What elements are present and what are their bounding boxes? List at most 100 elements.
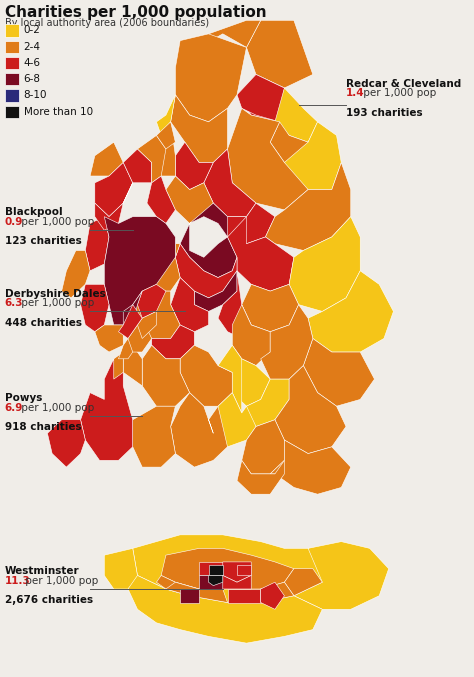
Polygon shape <box>275 366 346 454</box>
Text: 0-2: 0-2 <box>24 26 41 35</box>
Polygon shape <box>218 203 275 244</box>
Polygon shape <box>137 135 166 183</box>
Text: 11.3: 11.3 <box>5 575 30 586</box>
Polygon shape <box>284 569 322 596</box>
Text: 8-10: 8-10 <box>24 91 47 100</box>
Polygon shape <box>194 271 237 311</box>
Polygon shape <box>294 542 389 609</box>
Polygon shape <box>85 217 109 271</box>
Polygon shape <box>123 291 142 325</box>
Polygon shape <box>175 34 246 122</box>
Text: 0.9: 0.9 <box>5 217 23 227</box>
Text: per 1,000 pop: per 1,000 pop <box>18 403 95 413</box>
Polygon shape <box>308 271 393 352</box>
Polygon shape <box>147 176 175 223</box>
Polygon shape <box>133 406 175 467</box>
Polygon shape <box>123 345 142 386</box>
Polygon shape <box>156 122 175 149</box>
Polygon shape <box>81 284 109 332</box>
Polygon shape <box>171 393 228 467</box>
Text: 918 charities: 918 charities <box>5 422 82 433</box>
Polygon shape <box>261 582 294 603</box>
Text: 2-4: 2-4 <box>24 42 41 51</box>
Polygon shape <box>275 88 318 142</box>
Polygon shape <box>128 318 152 352</box>
Polygon shape <box>161 548 294 589</box>
Polygon shape <box>180 589 199 603</box>
Polygon shape <box>156 575 199 596</box>
Polygon shape <box>223 562 251 582</box>
Polygon shape <box>123 149 152 183</box>
Polygon shape <box>166 582 228 603</box>
Polygon shape <box>175 244 237 298</box>
Polygon shape <box>81 359 133 460</box>
Text: per 1,000 pop: per 1,000 pop <box>22 575 99 586</box>
Polygon shape <box>133 535 332 603</box>
Polygon shape <box>118 305 142 338</box>
Polygon shape <box>242 284 299 332</box>
Polygon shape <box>284 122 341 190</box>
Polygon shape <box>152 325 194 359</box>
Polygon shape <box>180 203 237 278</box>
Polygon shape <box>137 284 166 318</box>
Bar <box>5 89 19 102</box>
Polygon shape <box>232 305 270 366</box>
Polygon shape <box>270 440 351 494</box>
Text: Derbyshire Dales: Derbyshire Dales <box>5 288 106 299</box>
Text: By local authority area (2006 boundaries): By local authority area (2006 boundaries… <box>5 18 209 28</box>
Bar <box>5 24 19 37</box>
Polygon shape <box>133 278 180 338</box>
Text: Powys: Powys <box>5 393 42 403</box>
Polygon shape <box>237 74 284 122</box>
Polygon shape <box>242 379 289 427</box>
Text: Blackpool: Blackpool <box>5 207 63 217</box>
Polygon shape <box>270 122 308 162</box>
Polygon shape <box>142 345 190 406</box>
Text: per 1,000 pop: per 1,000 pop <box>360 88 436 98</box>
Text: Redcar & Cleveland: Redcar & Cleveland <box>346 79 461 89</box>
Polygon shape <box>303 338 374 406</box>
Polygon shape <box>228 589 261 603</box>
Polygon shape <box>261 582 284 609</box>
Polygon shape <box>137 311 156 338</box>
Polygon shape <box>204 149 256 217</box>
Polygon shape <box>104 548 137 589</box>
Polygon shape <box>95 162 133 217</box>
Text: per 1,000 pop: per 1,000 pop <box>18 217 95 227</box>
Bar <box>5 57 19 69</box>
Polygon shape <box>180 345 232 406</box>
Text: 6.3: 6.3 <box>5 298 23 308</box>
Text: 4-6: 4-6 <box>24 58 41 68</box>
Polygon shape <box>223 575 251 589</box>
Polygon shape <box>171 278 209 332</box>
Polygon shape <box>218 271 251 338</box>
Polygon shape <box>142 244 180 291</box>
Polygon shape <box>228 217 294 291</box>
Polygon shape <box>228 108 308 210</box>
Bar <box>5 41 19 53</box>
Text: Westminster: Westminster <box>5 566 79 576</box>
Polygon shape <box>156 95 175 135</box>
Polygon shape <box>237 460 284 494</box>
Text: 6.9: 6.9 <box>5 403 23 413</box>
Polygon shape <box>209 575 223 586</box>
Bar <box>5 73 19 85</box>
Polygon shape <box>62 250 90 298</box>
Polygon shape <box>199 575 223 589</box>
Polygon shape <box>47 420 85 467</box>
Text: More than 10: More than 10 <box>24 107 93 116</box>
Text: per 1,000 pop: per 1,000 pop <box>18 298 95 308</box>
Polygon shape <box>246 20 313 88</box>
Text: 448 charities: 448 charities <box>5 318 82 328</box>
Polygon shape <box>128 575 322 643</box>
Polygon shape <box>242 420 284 474</box>
Text: 6-8: 6-8 <box>24 74 41 84</box>
Text: 1.4: 1.4 <box>346 88 365 98</box>
Polygon shape <box>90 142 123 176</box>
Polygon shape <box>261 305 313 379</box>
Polygon shape <box>232 359 270 406</box>
Polygon shape <box>95 183 133 230</box>
Polygon shape <box>166 176 213 223</box>
Polygon shape <box>209 565 223 575</box>
Bar <box>5 106 19 118</box>
